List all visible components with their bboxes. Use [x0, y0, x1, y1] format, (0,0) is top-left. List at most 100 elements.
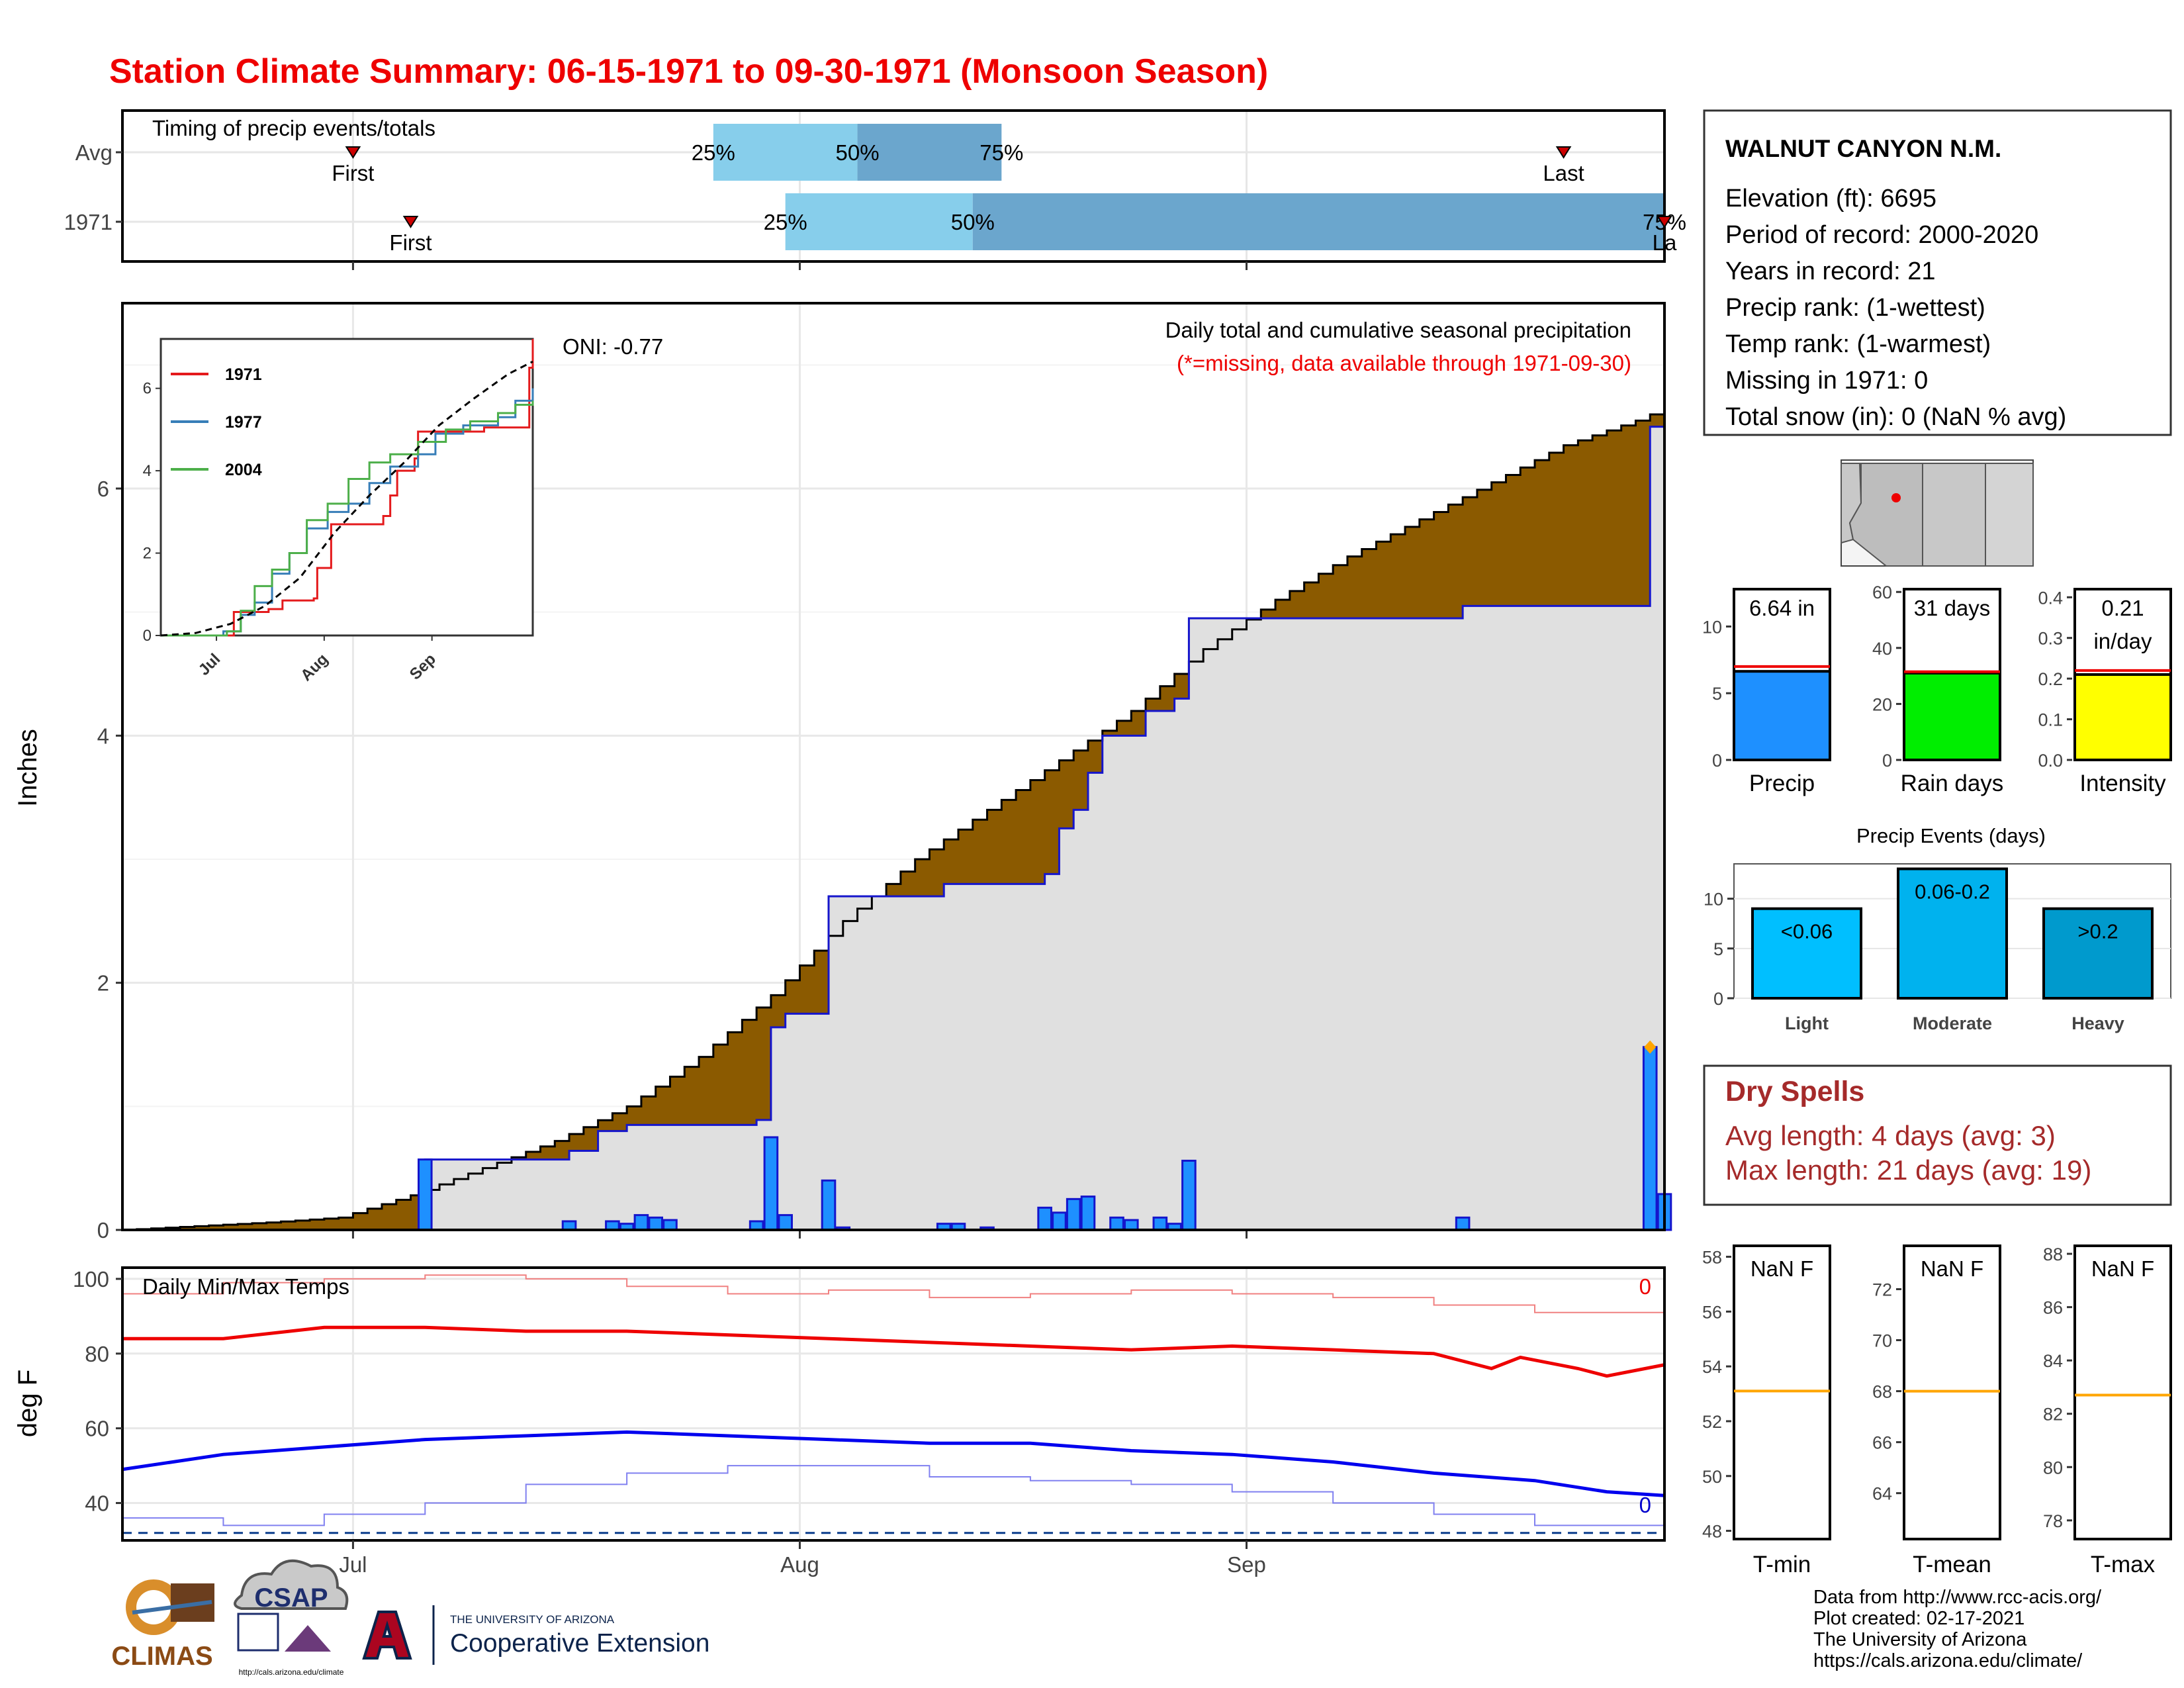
daily-precip-bar-9 [778, 1214, 793, 1231]
daily-precip-bar-23 [1181, 1159, 1197, 1231]
stat-value-label-stat-precip: 6.64 in [1749, 596, 1815, 620]
inset-line-1971 [161, 339, 534, 637]
daily-precip-bar-17 [1066, 1197, 1081, 1231]
station-line-0: Elevation (ft): 6695 [1725, 185, 1936, 212]
stat-y-tick-label-stat-raindays-0: 0 [1882, 751, 1892, 771]
precip-panel: 0 2 4 6 Daily total and cumulative seasonal… [13, 302, 1672, 1243]
inset-legend-label-1977: 1977 [225, 413, 262, 432]
daily-precip-bar-18 [1080, 1196, 1096, 1231]
temp-y-tick-label-0: 40 [85, 1491, 109, 1516]
stat-y-tick-label-stat-intensity-3: 0.3 [2038, 629, 2063, 649]
temp-stat-tick-label-temp-tmean-0: 64 [1872, 1484, 1892, 1504]
stat-y-tick-label-stat-intensity-4: 0.4 [2038, 588, 2063, 608]
inset-y-tick-label-2: 4 [143, 462, 152, 480]
daily-precip-bar-21 [1152, 1216, 1168, 1231]
station-line-5: Missing in 1971: 0 [1725, 367, 1928, 395]
station-location-marker [1891, 493, 1901, 502]
logo-climas: CLIMAS [111, 1579, 214, 1671]
temp-x-tick-label-2: Sep [1227, 1552, 1266, 1577]
temp-stat-tick-label-temp-tmax-1: 80 [2043, 1458, 2063, 1477]
station-line-6: Total snow (in): 0 (NaN % avg) [1725, 403, 2066, 431]
daily-precip-bar-24 [1455, 1216, 1471, 1231]
events-category-moderate: Moderate [1913, 1013, 1992, 1033]
precip-chart-title: Daily total and cumulative seasonal prec… [1165, 318, 1631, 342]
timing-last-label: Last [1543, 161, 1584, 185]
timing-bar-q25-q50-1971 [785, 193, 973, 250]
inset-line-Avg [160, 360, 533, 637]
temp-y-tick-label-1: 60 [85, 1417, 109, 1441]
stat-y-tick-label-stat-intensity-0: 0.0 [2038, 751, 2063, 771]
temp-stat-value-temp-tmax: NaN F [2091, 1256, 2154, 1281]
timing-first-label: First [389, 230, 432, 255]
stat-bars: 0 5 10 6.64 in Precip 0 20 40 60 31 days Rain days… [1702, 583, 2172, 796]
timing-bar-q50-q75-1971 [972, 193, 1664, 250]
precip-y-tick-label-0: 0 [97, 1218, 109, 1243]
events-y-tick-label-0: 0 [1713, 989, 1723, 1009]
station-line-2: Years in record: 21 [1725, 258, 1936, 285]
temp-stat-frame-temp-tmax [2073, 1244, 2172, 1540]
timing-q25-label: 25% [692, 140, 735, 165]
timing-frame [121, 109, 1666, 263]
daily-precip-bar-6 [662, 1219, 678, 1231]
timing-label: Timing of precip events/totals [152, 116, 435, 140]
csap-wordmark: CSAP [254, 1583, 328, 1613]
dry-spells-title: Dry Spells [1725, 1076, 1864, 1107]
events-bar-light [1751, 907, 1862, 1000]
stat-value-label-stat-intensity: in/day [2093, 629, 2152, 653]
inset-y-tick-label-0: 0 [143, 627, 152, 645]
events-y-tick-label-2: 10 [1704, 890, 1723, 910]
events-bar-moderate [1897, 867, 2008, 1000]
temp-y-tick-label-3: 100 [73, 1267, 109, 1291]
footer-line-university: The University of Arizona [1813, 1629, 2027, 1650]
temp-stat-tick-label-temp-tmean-1: 66 [1872, 1433, 1892, 1453]
temp-line-record-max [122, 1274, 1665, 1321]
temp-stat-category-temp-tmin: T-min [1753, 1552, 1811, 1577]
timing-last-label: La [1653, 230, 1677, 255]
footer-line-source: Data from http://www.rcc-acis.org/ [1813, 1587, 2102, 1608]
timing-q50-label: 50% [951, 210, 995, 234]
timing-row-label-1971: 1971 [64, 210, 113, 234]
events-category-light: Light [1785, 1013, 1829, 1033]
daily-precip-bar-16 [1052, 1211, 1067, 1231]
temp-stat-tick-label-temp-tmax-4: 86 [2043, 1298, 2063, 1318]
footer-credits: Data from http://www.rcc-acis.org/ Plot … [1813, 1587, 2102, 1671]
location-map [1841, 459, 2034, 567]
dry-spells-max-length: Max length: 21 days (avg: 19) [1725, 1154, 2091, 1186]
temp-stat-value-temp-tmean: NaN F [1921, 1256, 1983, 1281]
stat-category-stat-intensity: Intensity [2079, 771, 2166, 796]
stat-y-tick-label-stat-raindays-2: 40 [1872, 639, 1892, 659]
events-y-tick-label-1: 5 [1713, 939, 1723, 959]
daily-precip-bar-5 [648, 1216, 663, 1231]
timing-q50-label: 50% [836, 140, 880, 165]
ua-line-1: THE UNIVERSITY OF ARIZONA [450, 1613, 615, 1626]
temp-stat-category-temp-tmean: T-mean [1913, 1552, 1991, 1577]
timing-bar-q25-q50-Avg [713, 124, 858, 181]
events-bar-label-heavy: >0.2 [2077, 920, 2118, 943]
temp-stat-category-temp-tmax: T-max [2091, 1552, 2156, 1577]
temp-stat-tick-label-temp-tmin-1: 50 [1702, 1467, 1722, 1487]
daily-precip-bar-4 [633, 1214, 649, 1231]
station-info-box: WALNUT CANYON N.M. Elevation (ft): 6695 P… [1703, 109, 2172, 436]
station-name: WALNUT CANYON N.M. [1725, 135, 2001, 162]
csap-cloud-icon [234, 1560, 349, 1610]
daily-precip-bar-25 [1642, 1046, 1658, 1231]
timing-row-label-Avg: Avg [75, 140, 113, 165]
inset-legend-label-2004: 2004 [225, 461, 262, 479]
temp-chart-title: Daily Min/Max Temps [142, 1274, 349, 1299]
timing-bar-q50-q75-Avg [857, 124, 1002, 181]
ua-block-a-icon [362, 1611, 412, 1660]
record-min-count: 0 [1639, 1493, 1651, 1517]
temp-y-tick-label-2: 80 [85, 1342, 109, 1366]
temp-stat-tick-label-temp-tmin-2: 52 [1702, 1412, 1722, 1432]
temperature-panel: Daily Min/Max Temps 0 0 deg F 40 60 80 100 J… [13, 1266, 1666, 1577]
events-bar-label-moderate: 0.06-0.2 [1915, 880, 1990, 904]
inset-y-tick-label-3: 6 [143, 380, 152, 398]
dry-spells-box: Dry Spells Avg length: 4 days (avg: 3) M… [1703, 1064, 2172, 1206]
stat-value-label-stat-raindays: 31 days [1914, 596, 1991, 620]
oni-label: ONI: -0.77 [563, 334, 663, 359]
temp-stat-tick-label-temp-tmin-0: 48 [1702, 1522, 1722, 1542]
stat-y-tick-label-stat-precip-2: 10 [1702, 617, 1722, 637]
stat-bar-stat-raindays [1903, 671, 2001, 762]
